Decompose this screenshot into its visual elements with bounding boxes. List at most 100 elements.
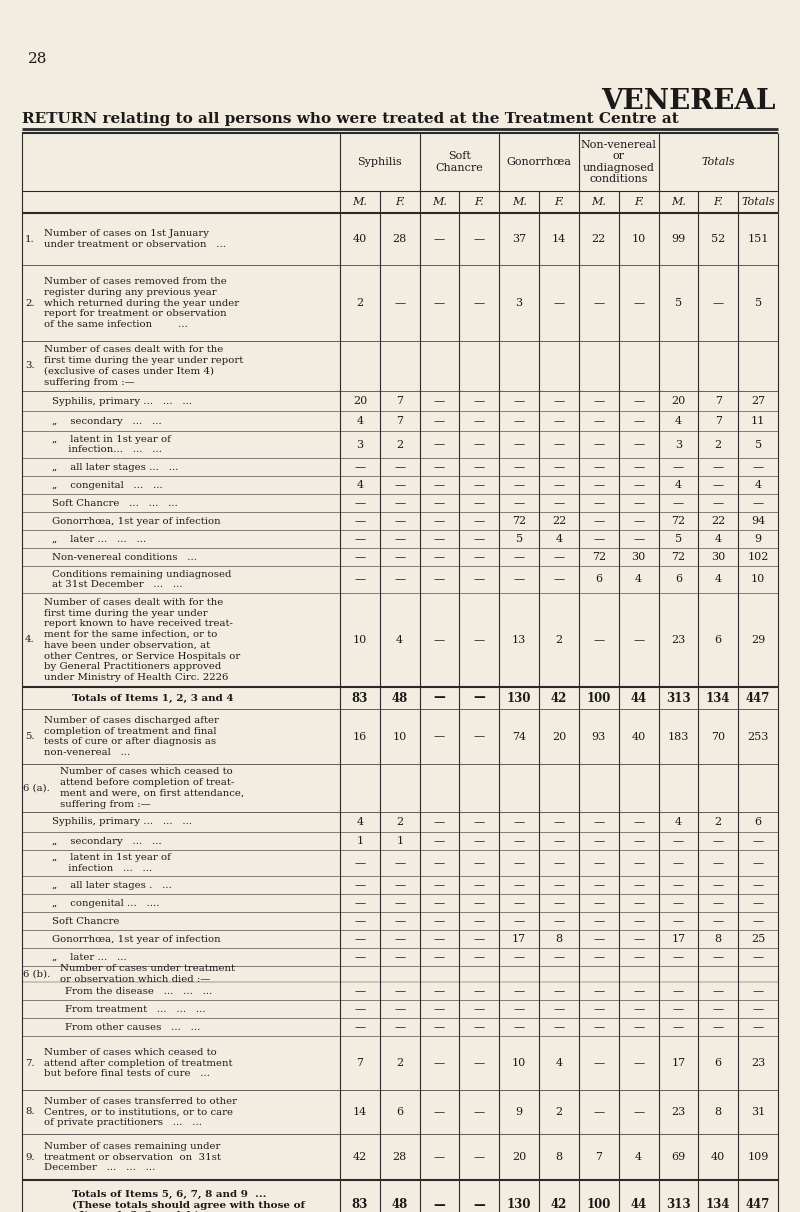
Text: 2: 2	[714, 440, 722, 450]
Text: —: —	[554, 574, 565, 584]
Text: —: —	[753, 498, 764, 508]
Text: —: —	[394, 951, 406, 962]
Text: —: —	[554, 298, 565, 308]
Text: —: —	[713, 951, 724, 962]
Text: —: —	[514, 498, 525, 508]
Text: 37: 37	[512, 234, 526, 244]
Text: 22: 22	[592, 234, 606, 244]
Text: 23: 23	[671, 635, 686, 645]
Text: —: —	[594, 396, 604, 406]
Text: —: —	[434, 574, 445, 584]
Text: —: —	[554, 817, 565, 827]
Text: —: —	[713, 1022, 724, 1031]
Text: —: —	[474, 462, 485, 471]
Text: —: —	[474, 836, 485, 846]
Text: —: —	[673, 1022, 684, 1031]
Text: 7: 7	[357, 1058, 363, 1068]
Text: 100: 100	[586, 1199, 611, 1212]
Text: —: —	[633, 396, 644, 406]
Text: —: —	[753, 1004, 764, 1014]
Text: Number of cases under treatment
or observation which died :—: Number of cases under treatment or obser…	[60, 964, 235, 984]
Text: —: —	[594, 1107, 604, 1117]
Text: 83: 83	[352, 1199, 368, 1212]
Text: 4: 4	[675, 817, 682, 827]
Text: —: —	[394, 880, 406, 890]
Text: —: —	[554, 1004, 565, 1014]
Text: 1.: 1.	[25, 234, 34, 244]
Text: 4: 4	[396, 635, 403, 645]
Text: —: —	[474, 817, 485, 827]
Text: 4: 4	[555, 534, 562, 544]
Text: 16: 16	[353, 732, 367, 742]
Text: —: —	[713, 880, 724, 890]
Text: „    latent in 1st year of
     infection   ...   ...: „ latent in 1st year of infection ... ..…	[52, 853, 171, 873]
Text: —: —	[514, 416, 525, 425]
Text: —: —	[434, 1004, 445, 1014]
Text: 20: 20	[552, 732, 566, 742]
Text: —: —	[354, 951, 366, 962]
Text: Syphilis, primary ...   ...   ...: Syphilis, primary ... ... ...	[52, 396, 192, 406]
Text: F.: F.	[634, 198, 643, 207]
Text: —: —	[394, 1004, 406, 1014]
Text: 6: 6	[714, 1058, 722, 1068]
Text: —: —	[594, 635, 604, 645]
Text: —: —	[594, 987, 604, 996]
Text: —: —	[594, 1022, 604, 1031]
Text: Number of cases which ceased to
attend after completion of treatment
but before : Number of cases which ceased to attend a…	[44, 1047, 233, 1079]
Text: —: —	[594, 880, 604, 890]
Text: —: —	[713, 298, 724, 308]
Text: F.: F.	[554, 198, 564, 207]
Text: —: —	[514, 396, 525, 406]
Text: —: —	[633, 516, 644, 526]
Text: —: —	[554, 396, 565, 406]
Text: 4: 4	[675, 416, 682, 425]
Text: —: —	[394, 516, 406, 526]
Text: —: —	[354, 462, 366, 471]
Text: Non-venereal conditions   ...: Non-venereal conditions ...	[52, 553, 197, 561]
Text: 2: 2	[396, 1058, 403, 1068]
Text: —: —	[434, 1058, 445, 1068]
Text: —: —	[434, 498, 445, 508]
Text: —: —	[594, 836, 604, 846]
Text: —: —	[434, 298, 445, 308]
Text: Soft Chancre: Soft Chancre	[52, 916, 119, 926]
Text: —: —	[633, 836, 644, 846]
Text: —: —	[633, 916, 644, 926]
Text: —: —	[394, 462, 406, 471]
Text: 6: 6	[595, 574, 602, 584]
Text: —: —	[633, 1058, 644, 1068]
Text: 2: 2	[555, 1107, 562, 1117]
Text: —: —	[354, 858, 366, 868]
Text: —: —	[474, 732, 485, 742]
Text: —: —	[673, 836, 684, 846]
Text: —: —	[554, 987, 565, 996]
Text: 20: 20	[512, 1151, 526, 1162]
Text: 14: 14	[552, 234, 566, 244]
Text: 40: 40	[711, 1151, 726, 1162]
Text: 1: 1	[396, 836, 403, 846]
Text: —: —	[474, 880, 485, 890]
Text: —: —	[713, 480, 724, 490]
Text: F.: F.	[395, 198, 405, 207]
Text: —: —	[633, 858, 644, 868]
Text: —: —	[594, 817, 604, 827]
Text: —: —	[394, 298, 406, 308]
Text: —: —	[594, 298, 604, 308]
Text: —: —	[633, 1004, 644, 1014]
Text: —: —	[474, 498, 485, 508]
Text: Non-venereal
or
undiagnosed
conditions: Non-venereal or undiagnosed conditions	[581, 139, 657, 184]
Text: 3: 3	[675, 440, 682, 450]
Text: —: —	[474, 1151, 485, 1162]
Text: —: —	[753, 987, 764, 996]
Text: 6: 6	[396, 1107, 403, 1117]
Text: —: —	[434, 1022, 445, 1031]
Text: —: —	[753, 836, 764, 846]
Text: —: —	[474, 898, 485, 908]
Text: —: —	[514, 898, 525, 908]
Text: 3: 3	[516, 298, 522, 308]
Text: 100: 100	[586, 692, 611, 704]
Text: —: —	[514, 462, 525, 471]
Text: F.: F.	[714, 198, 723, 207]
Text: —: —	[434, 732, 445, 742]
Text: 5.: 5.	[25, 732, 34, 741]
